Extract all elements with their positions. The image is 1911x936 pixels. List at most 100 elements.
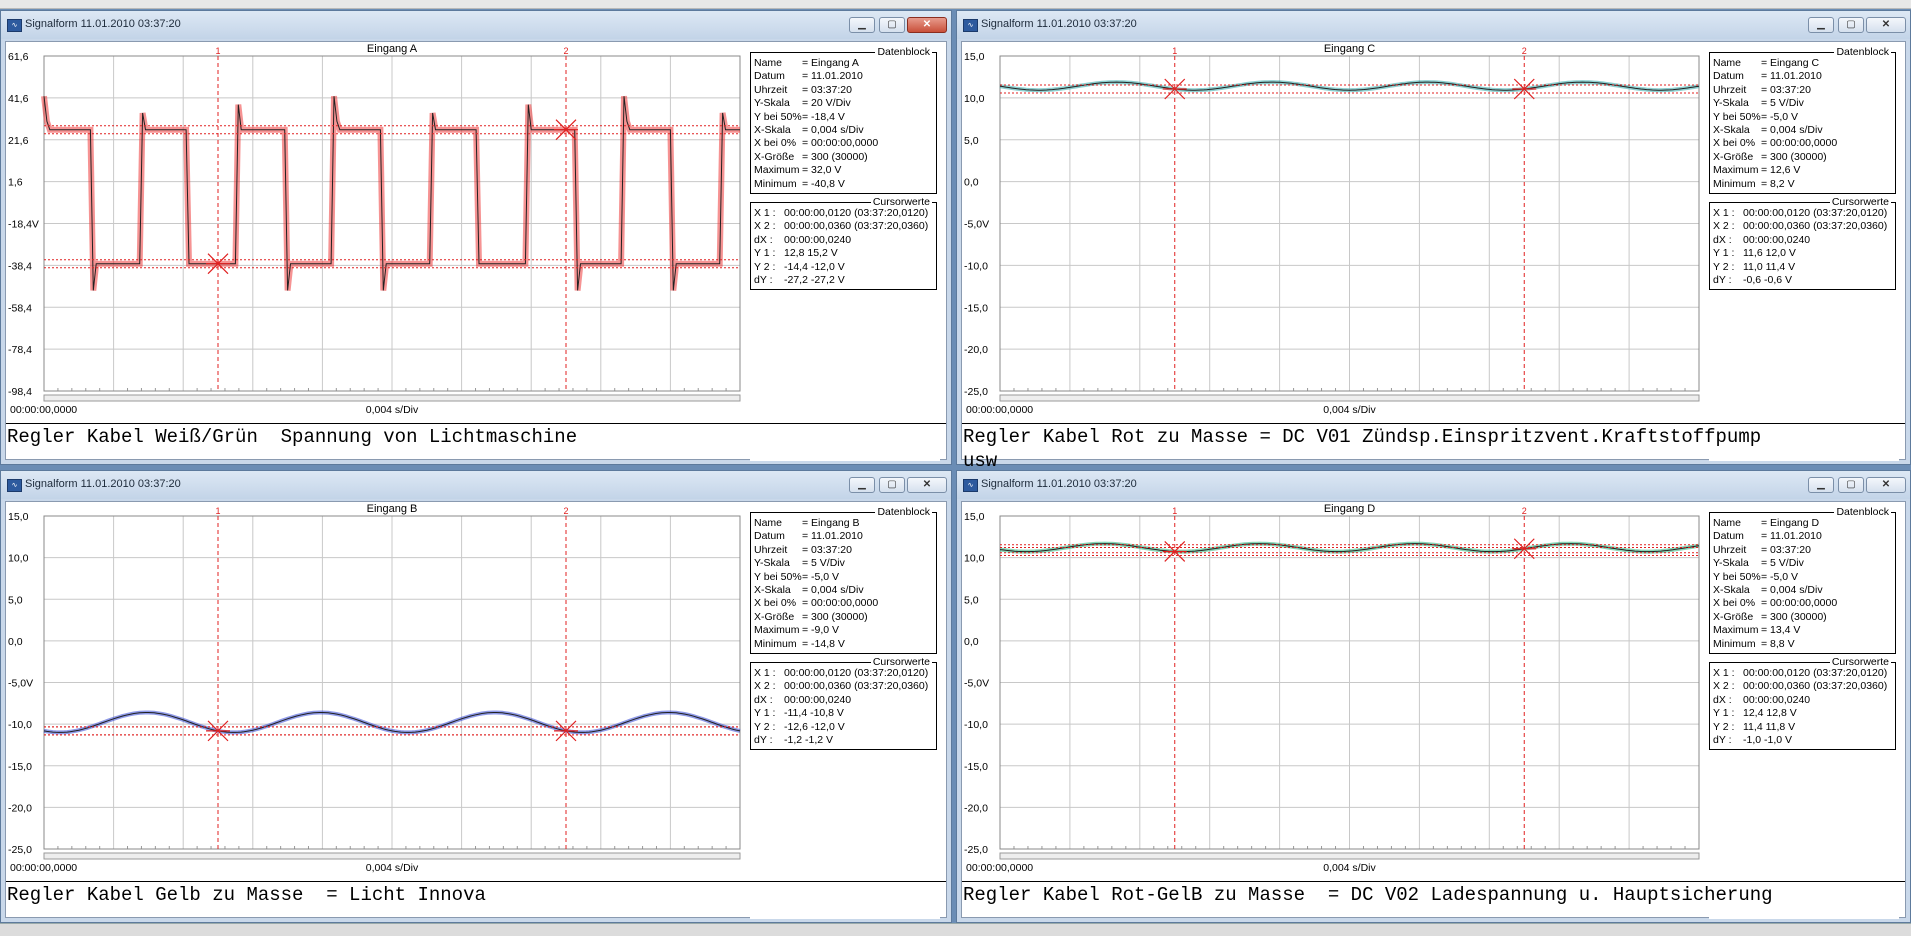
datenblock-key: Uhrzeit <box>1713 543 1747 556</box>
close-button[interactable]: ✕ <box>907 477 947 493</box>
cursor-row: dY : -1,2 -1,2 V <box>751 734 936 747</box>
cursorwerte-title: Cursorwerte <box>1829 196 1891 208</box>
cursor-value: 00:00:00,0360 (03:37:20,0360) <box>1743 680 1888 693</box>
datenblock-value: = 03:37:20 <box>802 543 852 556</box>
cursor-marker <box>206 253 230 275</box>
close-button[interactable]: ✕ <box>907 17 947 33</box>
cursor-key: dX : <box>1713 233 1732 246</box>
cursor-value: 00:00:00,0120 (03:37:20,0120) <box>784 207 929 219</box>
x-start-label: 00:00:00,0000 <box>966 404 1033 416</box>
waveform-plot[interactable]: Eingang B 15,0 10,0 5,0 0,0 -5,0V -10,0 -15,0 -2… <box>6 502 748 879</box>
datenblock-row: Y bei 50%= -18,4 V <box>751 111 936 124</box>
datenblock-row: Name = Eingang C <box>1710 57 1895 70</box>
y-tick-label: -5,0V <box>964 219 989 231</box>
title-bar[interactable]: ∿ Signalform 11.01.2010 03:37:20 ▁ ▢ ✕ <box>1 471 951 499</box>
datenblock-value: = 5 V/Div <box>1761 557 1804 570</box>
cursor-label: 2 <box>563 506 568 516</box>
datenblock-row: Uhrzeit = 03:37:20 <box>1710 544 1895 557</box>
cursor-value: 12,4 12,8 V <box>1743 707 1797 720</box>
datenblock-row: Uhrzeit = 03:37:20 <box>751 544 936 557</box>
cursor-key: X 2 : <box>754 680 776 693</box>
cursor-key: Y 1 : <box>754 707 776 720</box>
maximize-button[interactable]: ▢ <box>879 17 905 33</box>
info-pane: Datenblock Name = Eingang A Datum = 11.01.20… <box>750 46 940 461</box>
cursor-value: -14,4 -12,0 V <box>784 260 845 273</box>
minimize-button[interactable]: ▁ <box>1808 17 1834 33</box>
cursor-label: 2 <box>1522 506 1527 516</box>
minimize-button[interactable]: ▁ <box>1808 477 1834 493</box>
cursor-key: dX : <box>754 233 773 246</box>
horizontal-scrollbar[interactable] <box>43 852 741 860</box>
maximize-button[interactable]: ▢ <box>1838 17 1864 33</box>
cursor-row: Y 2 : -14,4 -12,0 V <box>751 261 936 274</box>
datenblock-value: = 00:00:00,0000 <box>1761 137 1838 150</box>
datenblock-key: Datum <box>1713 530 1744 543</box>
datenblock-row: X-Skala = 0,004 s/Div <box>1710 124 1895 137</box>
close-button[interactable]: ✕ <box>1866 477 1906 493</box>
datenblock-key: Y bei 50% <box>1713 570 1761 583</box>
y-tick-label: 10,0 <box>964 553 985 565</box>
minimize-button[interactable]: ▁ <box>849 477 875 493</box>
maximize-button[interactable]: ▢ <box>879 477 905 493</box>
plot-frame <box>999 515 1700 850</box>
x-start-label: 00:00:00,0000 <box>10 862 77 874</box>
y-tick-label: -78,4 <box>8 344 32 356</box>
x-div-label: 0,004 s/Div <box>366 862 419 874</box>
title-bar[interactable]: ∿ Signalform 11.01.2010 03:37:20 ▁ ▢ ✕ <box>957 471 1910 499</box>
waveform-plot[interactable]: Eingang A 61,6 41,6 21,6 1,6 -18,4V -38,4 -58,4… <box>6 42 748 421</box>
datenblock-key: X-Größe <box>754 150 795 163</box>
app-icon: ∿ <box>963 479 978 492</box>
waveform-plot[interactable]: Eingang C 15,0 10,0 5,0 0,0 -5,0V -10,0 -15,0 -2… <box>962 42 1707 421</box>
y-tick-label: -5,0V <box>8 678 33 690</box>
horizontal-scrollbar[interactable] <box>43 394 741 402</box>
datenblock-value: = 11.01.2010 <box>802 530 863 543</box>
cursor-value: 00:00:00,0240 <box>1743 233 1811 246</box>
cursor-value: 00:00:00,0360 (03:37:20,0360) <box>784 680 929 693</box>
datenblock-key: X bei 0% <box>1713 137 1756 150</box>
signal-trace <box>999 543 1700 553</box>
datenblock-key: Minimum <box>1713 177 1756 190</box>
cursor-value: 11,6 12,0 V <box>1743 247 1796 260</box>
datenblock-value: = 20 V/Div <box>802 97 851 110</box>
close-button[interactable]: ✕ <box>1866 17 1906 33</box>
datenblock-value: = 0,004 s/Div <box>1761 583 1823 596</box>
datenblock-key: Uhrzeit <box>754 83 788 96</box>
datenblock-value: = 00:00:00,0000 <box>1761 597 1838 610</box>
caption-divider <box>962 881 1905 882</box>
app-icon: ∿ <box>963 19 978 32</box>
datenblock-key: Uhrzeit <box>1713 83 1747 96</box>
datenblock-row: X-Größe = 300 (30000) <box>1710 611 1895 624</box>
datenblock-key: X-Skala <box>1713 583 1750 596</box>
waveform-plot[interactable]: Eingang D 15,0 10,0 5,0 0,0 -5,0V -10,0 -15,0 -2… <box>962 502 1707 879</box>
datenblock-key: Y bei 50% <box>1713 110 1761 123</box>
datenblock-value: = 11.01.2010 <box>802 70 863 83</box>
maximize-button[interactable]: ▢ <box>1838 477 1864 493</box>
cursor-value: 00:00:00,0240 <box>784 233 852 246</box>
datenblock-key: X-Skala <box>754 583 791 596</box>
minimize-button[interactable]: ▁ <box>849 17 875 33</box>
window-title: Signalform 11.01.2010 03:37:20 <box>981 18 1137 30</box>
datenblock-value: = Eingang B <box>802 517 860 529</box>
horizontal-scrollbar[interactable] <box>999 852 1700 860</box>
y-tick-label: 5,0 <box>964 594 979 606</box>
datenblock-title: Datenblock <box>875 506 932 518</box>
datenblock-key: Maximum <box>1713 624 1759 637</box>
cursor-key: dY : <box>754 733 773 746</box>
datenblock-row: X-Skala = 0,004 s/Div <box>1710 584 1895 597</box>
cursor-key: dY : <box>1713 733 1732 746</box>
datenblock-value: = -18,4 V <box>802 110 845 123</box>
title-bar[interactable]: ∿ Signalform 11.01.2010 03:37:20 ▁ ▢ ✕ <box>957 11 1910 39</box>
y-tick-label: -20,0 <box>964 802 988 814</box>
datenblock-row: X-Größe = 300 (30000) <box>751 611 936 624</box>
cursor-row: dX : 00:00:00,0240 <box>751 234 936 247</box>
x-div-label: 0,004 s/Div <box>1323 862 1376 874</box>
horizontal-scrollbar[interactable] <box>999 394 1700 402</box>
app-icon: ∿ <box>7 479 22 492</box>
datenblock-value: = 300 (30000) <box>802 150 868 163</box>
title-bar[interactable]: ∿ Signalform 11.01.2010 03:37:20 ▁ ▢ ✕ <box>1 11 951 39</box>
cursor-key: Y 2 : <box>1713 720 1735 733</box>
cursor-row: X 1 : 00:00:00,0120 (03:37:20,0120) <box>751 667 936 680</box>
signal-trace <box>999 81 1700 91</box>
datenblock-value: = 00:00:00,0000 <box>802 597 879 610</box>
datenblock-value: = Eingang A <box>802 57 859 69</box>
